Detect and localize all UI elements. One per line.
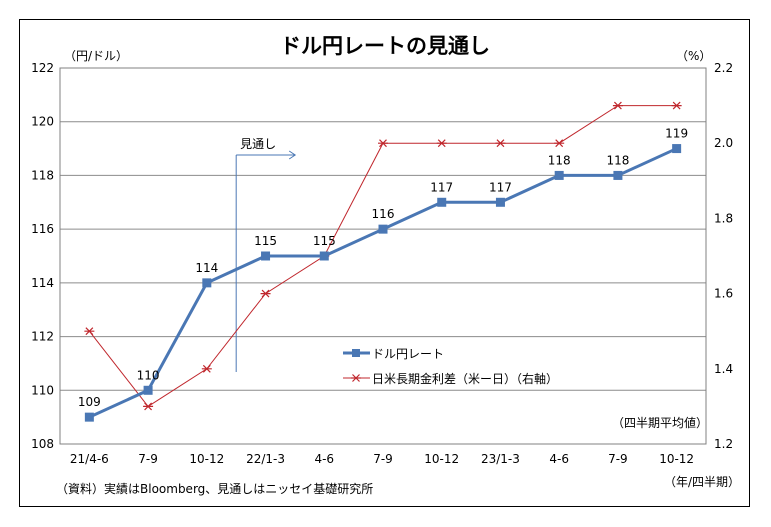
left-tick-label: 114 — [31, 276, 54, 290]
chart-title: ドル円レートの見通し — [280, 34, 490, 58]
left-tick-label: 108 — [31, 437, 54, 451]
point-rate-diff — [143, 402, 154, 411]
point-rate-diff — [201, 364, 212, 373]
data-label-usdjpy: 114 — [195, 261, 218, 275]
data-label-usdjpy: 115 — [254, 234, 277, 248]
forecast-label: 見通し — [240, 137, 276, 151]
x-tick-label: 10-12 — [424, 452, 459, 466]
x-tick-label: 22/1-3 — [246, 452, 285, 466]
legend-marker-rate-diff — [351, 374, 361, 382]
left-axis-ticks: 108 110 112 114 116 118 120 122 — [31, 61, 54, 451]
data-label-usdjpy: 115 — [313, 234, 336, 248]
point-usdjpy — [378, 224, 388, 234]
left-tick-label: 110 — [31, 383, 54, 397]
data-label-usdjpy: 117 — [489, 180, 512, 194]
left-tick-label: 120 — [31, 115, 54, 129]
point-rate-diff — [378, 139, 388, 148]
point-usdjpy — [202, 278, 212, 288]
source-note: （資料）実績はBloomberg、見通しはニッセイ基礎研究所 — [56, 481, 373, 496]
point-rate-diff — [671, 101, 682, 110]
plot-area — [59, 67, 707, 445]
legend-star-shape — [351, 374, 361, 382]
data-label-usdjpy: 118 — [606, 153, 629, 167]
right-axis-ticks: 1.2 1.4 1.6 1.8 2.0 2.2 — [714, 61, 733, 451]
right-axis-label: （%） — [676, 49, 711, 63]
data-label-usdjpy: 118 — [548, 153, 571, 167]
series-layer: 109 110 114 115 115 116 117 117 118 118 119 — [78, 101, 688, 422]
data-label-usdjpy: 119 — [665, 127, 688, 141]
x-tick-label: 21/4-6 — [70, 452, 109, 466]
data-label-usdjpy: 110 — [137, 368, 160, 382]
forecast-arrowhead — [288, 150, 297, 160]
series-line-rate-diff — [88, 105, 677, 408]
data-label-usdjpy: 109 — [78, 395, 101, 409]
point-usdjpy — [143, 385, 153, 395]
x-tick-label: 23/1-3 — [481, 452, 520, 466]
point-usdjpy — [495, 197, 505, 207]
right-tick-label: 2.0 — [714, 136, 733, 150]
point-usdjpy — [613, 170, 623, 180]
left-tick-label: 118 — [31, 168, 54, 182]
x-tick-label: 7-9 — [608, 452, 628, 466]
right-tick-label: 1.8 — [714, 211, 733, 225]
x-tick-label: 10-12 — [189, 452, 224, 466]
point-rate-diff — [612, 101, 623, 110]
right-tick-label: 2.2 — [714, 61, 733, 75]
left-tick-label: 116 — [31, 222, 54, 236]
point-usdjpy — [554, 170, 564, 180]
right-tick-label: 1.6 — [714, 287, 733, 301]
point-usdjpy — [437, 197, 447, 207]
forecast-annotation: 見通し — [235, 137, 297, 372]
data-label-usdjpy: 116 — [372, 207, 395, 221]
right-tick-label: 1.4 — [714, 362, 733, 376]
left-tick-label: 112 — [31, 330, 54, 344]
left-axis-label: （円/ドル） — [64, 49, 128, 63]
chart-frame — [19, 19, 750, 507]
legend: ドル円レート 日米長期金利差（米ー日）（右軸） — [343, 347, 558, 386]
x-tick-label: 4-6 — [314, 452, 334, 466]
point-rate-diff — [84, 327, 95, 336]
x-tick-label: 4-6 — [549, 452, 569, 466]
x-axis-ticks: 21/4-6 7-9 10-12 22/1-3 4-6 7-9 10-12 23/1-3 4-6… — [70, 452, 694, 466]
left-tick-label: 122 — [31, 61, 54, 75]
grid-lines — [60, 67, 706, 445]
legend-label-rate-diff: 日米長期金利差（米ー日）（右軸） — [372, 371, 558, 386]
point-usdjpy — [84, 412, 94, 422]
point-rate-diff — [495, 139, 506, 148]
point-usdjpy — [261, 251, 271, 261]
legend-marker-usdjpy — [352, 349, 360, 357]
right-tick-label: 1.2 — [714, 437, 733, 451]
x-tick-label: 7-9 — [138, 452, 158, 466]
point-usdjpy — [319, 251, 329, 261]
data-label-usdjpy: 117 — [430, 180, 453, 194]
x-axis-unit-label: （年/四半期） — [664, 475, 740, 489]
period-note: （四半期平均値） — [612, 415, 708, 430]
x-tick-label: 10-12 — [659, 452, 694, 466]
point-rate-diff — [436, 139, 447, 148]
point-rate-diff — [260, 289, 271, 298]
x-tick-label: 7-9 — [373, 452, 393, 466]
point-usdjpy — [672, 144, 682, 154]
legend-label-usdjpy: ドル円レート — [372, 347, 444, 361]
point-rate-diff — [554, 139, 565, 148]
